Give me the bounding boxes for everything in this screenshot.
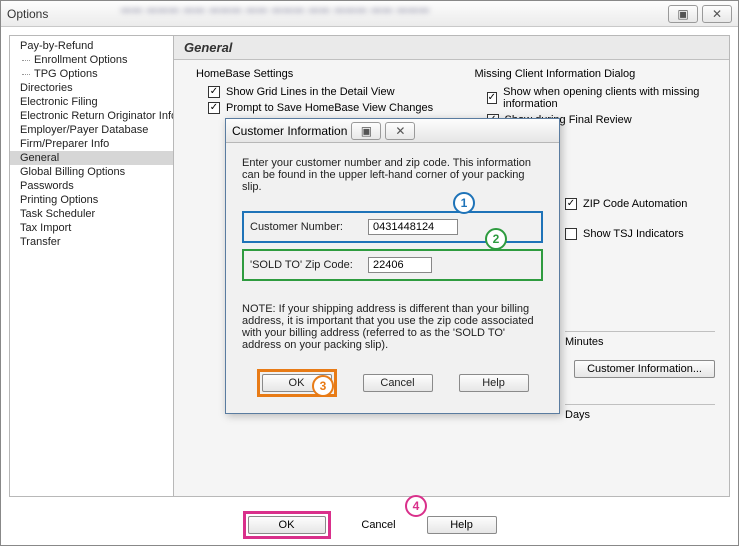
callout-3: 3: [312, 375, 334, 397]
restore-icon[interactable]: ▣: [351, 122, 381, 140]
dialog-backdrop: Customer Information ▣ ✕ Enter your cust…: [1, 1, 738, 545]
callout-4: 4: [405, 495, 427, 517]
zip-code-row: 'SOLD TO' Zip Code:: [242, 249, 543, 281]
callout-1: 1: [453, 192, 475, 214]
dialog-cancel-button[interactable]: Cancel: [363, 374, 433, 392]
dialog-title: Customer Information: [232, 124, 347, 138]
zip-code-input[interactable]: [368, 257, 432, 273]
customer-information-dialog: Customer Information ▣ ✕ Enter your cust…: [225, 118, 560, 414]
callout-2: 2: [485, 228, 507, 250]
dialog-note-text: NOTE: If your shipping address is differ…: [242, 303, 543, 351]
customer-number-input[interactable]: [368, 219, 458, 235]
dialog-intro-text: Enter your customer number and zip code.…: [242, 157, 543, 193]
dialog-titlebar: Customer Information ▣ ✕: [226, 119, 559, 143]
close-icon[interactable]: ✕: [385, 122, 415, 140]
customer-number-label: Customer Number:: [250, 221, 360, 233]
zip-code-label: 'SOLD TO' Zip Code:: [250, 259, 360, 271]
dialog-help-button[interactable]: Help: [459, 374, 529, 392]
